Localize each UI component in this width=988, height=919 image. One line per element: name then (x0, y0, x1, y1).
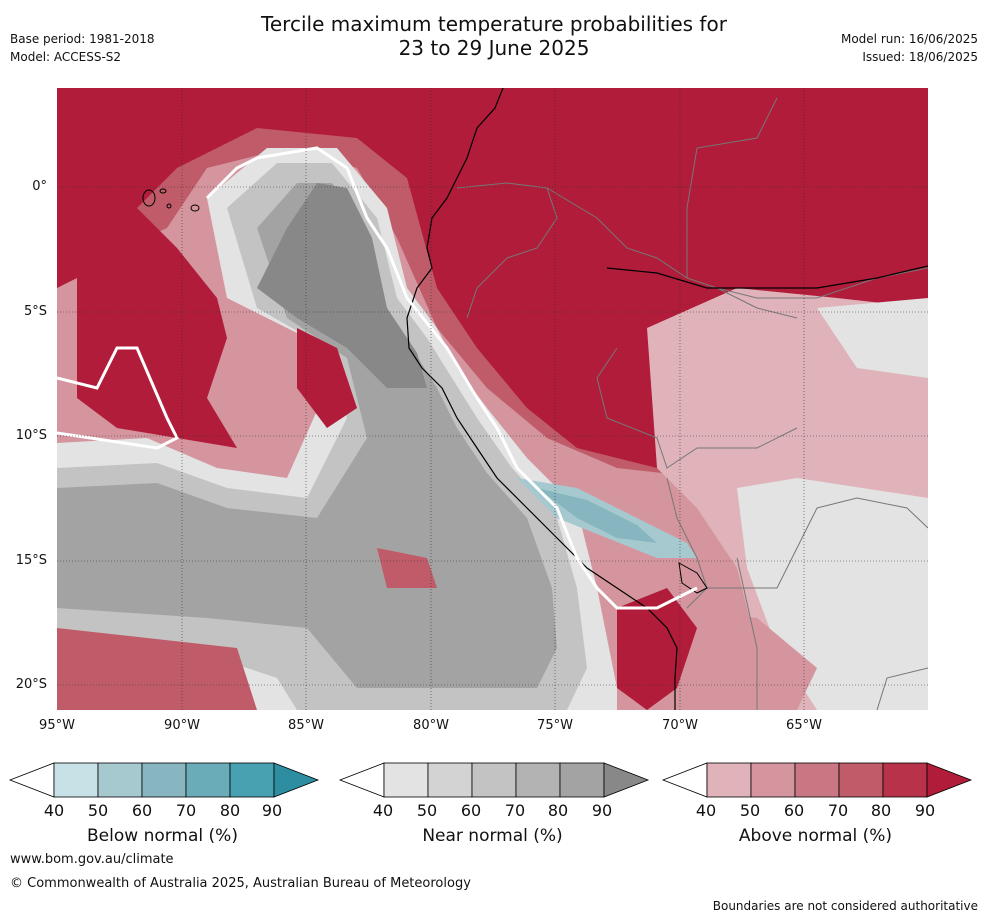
region-above-southwest (57, 628, 257, 710)
disclaimer: Boundaries are not considered authoritat… (712, 899, 978, 913)
footer-url: www.bom.gov.au/climate (10, 852, 174, 867)
below-tick: 50 (87, 801, 109, 820)
colorbar-segment (141, 762, 187, 798)
near-normal-colorbar (338, 762, 650, 798)
colorbar-extend-low (8, 762, 55, 798)
lon-tick: 80°W (413, 718, 449, 733)
country-borders (456, 97, 928, 710)
colorbar-segment (794, 762, 840, 798)
below-tick: 60 (131, 801, 153, 820)
contour-50 (57, 146, 698, 610)
near-tick: 60 (460, 801, 482, 820)
map-title-line1: Tercile maximum temperature probabilitie… (261, 12, 727, 36)
colorbars (8, 762, 973, 798)
above-normal-colorbar (661, 762, 973, 798)
near-normal-title: Near normal (%) (422, 826, 563, 846)
colorbar-segment (97, 762, 143, 798)
lat-tick: 5°S (23, 304, 47, 319)
below-normal-colorbar (8, 762, 320, 798)
region-above-west-lower (77, 208, 237, 448)
lon-tick: 70°W (662, 718, 698, 733)
colorbar-segment (515, 762, 561, 798)
lat-tick: 20°S (15, 677, 47, 692)
base-period: Base period: 1981-2018 (10, 32, 155, 46)
region-above-south-strong (617, 588, 697, 710)
above-tick: 50 (739, 801, 761, 820)
lon-tick: 75°W (537, 718, 573, 733)
near-tick: 90 (591, 801, 613, 820)
near-tick: 50 (416, 801, 438, 820)
region-near-80 (57, 183, 557, 688)
meta-right: Model run: 16/06/2025 Issued: 18/06/2025 (841, 30, 978, 66)
probability-map (57, 88, 928, 710)
above-tick: 60 (783, 801, 805, 820)
below-normal-title: Below normal (%) (87, 826, 238, 846)
meta-left: Base period: 1981-2018 Model: ACCESS-S2 (10, 30, 155, 66)
near-tick: 40 (372, 801, 394, 820)
lat-tick: 15°S (15, 553, 47, 568)
region-near-90 (257, 183, 427, 388)
above-normal-title: Above normal (%) (738, 826, 893, 846)
model-run: Model run: 16/06/2025 (840, 32, 978, 46)
near-tick: 80 (547, 801, 569, 820)
colorbar-segment (559, 762, 605, 798)
coastline (406, 88, 678, 710)
region-above-islet (377, 548, 437, 588)
above-tick: 80 (870, 801, 892, 820)
colorbar-extend-high (273, 762, 320, 798)
lat-tick: 10°S (15, 428, 47, 443)
galapagos-islands (142, 188, 200, 212)
lon-tick: 85°W (288, 718, 324, 733)
below-tick: 70 (175, 801, 197, 820)
colorbar-segment (229, 762, 275, 798)
colorbar-segment (383, 762, 429, 798)
colorbar-extend-high (603, 762, 650, 798)
colorbar-segment (427, 762, 473, 798)
map-title-line2: 23 to 29 June 2025 (398, 36, 590, 60)
lat-tick: 0° (32, 179, 47, 194)
colorbar-segment (185, 762, 231, 798)
region-below-70 (537, 488, 657, 543)
below-tick: 40 (43, 801, 65, 820)
issued-date: Issued: 18/06/2025 (862, 50, 978, 64)
colorbar-extend-high (926, 762, 973, 798)
above-tick: 70 (827, 801, 849, 820)
colorbar-extend-low (661, 762, 708, 798)
colorbar-segment (471, 762, 517, 798)
above-tick: 90 (914, 801, 936, 820)
model-name: Model: ACCESS-S2 (10, 50, 122, 64)
river-amazon (606, 265, 928, 289)
lon-tick: 90°W (164, 718, 200, 733)
colorbar-segment (838, 762, 884, 798)
colorbar-segment (53, 762, 99, 798)
below-tick: 80 (219, 801, 241, 820)
above-tick: 40 (695, 801, 717, 820)
below-tick: 90 (261, 801, 283, 820)
lon-tick: 95°W (39, 718, 75, 733)
lon-tick: 65°W (786, 718, 822, 733)
graticule (57, 88, 928, 710)
colorbar-segment (882, 762, 928, 798)
region-near-east (817, 298, 928, 378)
lake-titicaca (678, 562, 708, 594)
colorbar-extend-low (338, 762, 385, 798)
colorbar-segment (706, 762, 752, 798)
colorbar-segment (750, 762, 796, 798)
near-tick: 70 (504, 801, 526, 820)
region-above-patch (297, 328, 357, 428)
footer-copyright: © Commonwealth of Australia 2025, Austra… (10, 876, 471, 891)
map-title: Tercile maximum temperature probabilitie… (0, 12, 988, 60)
